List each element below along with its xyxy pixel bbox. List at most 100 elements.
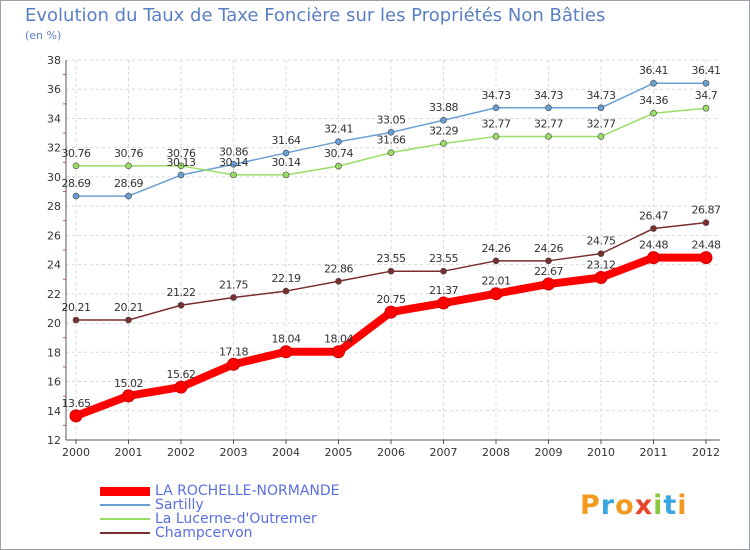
data-point [387, 149, 395, 156]
data-point [279, 345, 293, 359]
data-label: 34.73 [587, 89, 616, 102]
data-label: 21.22 [167, 286, 196, 299]
data-label: 24.48 [692, 239, 721, 252]
data-label: 32.77 [534, 117, 563, 130]
data-label: 32.41 [324, 123, 353, 136]
data-point [230, 161, 237, 168]
y-tick-label: 30 [47, 171, 61, 184]
legend-label: LA ROCHELLE-NORMANDE [155, 483, 340, 499]
data-label: 15.02 [114, 377, 143, 390]
data-point [647, 251, 660, 265]
data-point [72, 316, 80, 324]
data-point [702, 104, 710, 112]
data-point [72, 192, 80, 200]
y-tick-label: 24 [47, 259, 61, 272]
data-label: 33.88 [429, 101, 458, 114]
data-point [387, 129, 395, 136]
data-label: 34.73 [534, 89, 563, 102]
data-point [440, 267, 447, 275]
data-point [545, 104, 552, 112]
data-point [597, 104, 605, 112]
data-point [492, 257, 500, 265]
data-point [699, 251, 713, 265]
data-label: 24.75 [587, 235, 616, 248]
y-tick-label: 18 [47, 346, 61, 359]
legend-item-sartilly: Sartilly [100, 498, 340, 512]
legend-label: Sartilly [155, 497, 204, 513]
x-tick-label: 2000 [62, 446, 90, 459]
x-tick-label: 2004 [272, 446, 300, 459]
y-tick-label: 38 [47, 54, 61, 67]
logo-letter: o [615, 490, 635, 521]
data-label: 28.69 [114, 177, 143, 190]
data-label: 15.62 [167, 368, 196, 381]
x-tick-label: 2012 [692, 446, 720, 459]
data-label: 32.77 [482, 117, 511, 130]
data-label: 30.74 [324, 147, 353, 160]
data-point [492, 104, 500, 112]
data-point [440, 116, 447, 124]
y-tick-label: 22 [47, 288, 61, 301]
data-label: 24.26 [534, 242, 563, 255]
data-point [230, 294, 237, 301]
data-label: 28.69 [62, 177, 91, 190]
data-point [69, 409, 83, 423]
x-tick-label: 2003 [220, 446, 248, 459]
data-label: 31.64 [272, 134, 301, 147]
data-label: 32.29 [429, 124, 458, 137]
data-point [437, 296, 450, 310]
data-point [489, 287, 503, 301]
legend-item-la-lucerne-d-outremer: La Lucerne-d'Outremer [100, 512, 340, 526]
chart-title: Evolution du Taux de Taxe Foncière sur l… [25, 5, 606, 26]
logo-letter: x [634, 490, 654, 521]
x-tick-label: 2006 [377, 446, 405, 459]
data-label: 36.41 [639, 64, 668, 77]
data-label: 21.37 [429, 284, 458, 297]
data-label: 30.76 [114, 147, 143, 160]
logo-letter: i [653, 490, 664, 521]
data-point [702, 219, 710, 226]
data-label: 24.48 [639, 239, 668, 252]
legend-label: Champcervon [155, 525, 253, 541]
y-tick-label: 12 [47, 434, 61, 447]
data-point [230, 171, 237, 179]
data-point [650, 109, 657, 117]
x-tick-label: 2011 [640, 446, 668, 459]
data-label: 30.76 [62, 147, 91, 160]
data-point [597, 133, 605, 140]
data-point [125, 316, 132, 324]
data-label: 30.14 [272, 156, 301, 169]
legend-item-la-rochelle-normande: LA ROCHELLE-NORMANDE [100, 484, 340, 498]
data-point [177, 301, 185, 309]
data-label: 26.87 [692, 204, 721, 217]
data-label: 26.47 [639, 210, 668, 223]
data-label: 13.65 [62, 397, 91, 410]
x-tick-label: 2008 [482, 446, 510, 459]
legend-swatch [100, 518, 150, 520]
data-point [177, 162, 185, 170]
y-tick-label: 36 [47, 83, 61, 96]
data-label: 20.21 [62, 301, 91, 314]
data-label: 30.14 [219, 156, 248, 169]
data-label: 20.21 [114, 301, 143, 314]
data-label: 23.12 [587, 258, 616, 271]
data-label: 34.7 [695, 89, 718, 102]
logo-letter: P [580, 490, 601, 521]
y-tick-label: 20 [47, 317, 61, 330]
data-label: 22.67 [534, 265, 563, 278]
proxiti-logo: Proxiti [580, 490, 688, 521]
data-point [227, 357, 240, 371]
data-label: 36.41 [692, 64, 721, 77]
data-label: 24.26 [482, 242, 511, 255]
data-point [440, 140, 447, 147]
data-point [125, 192, 132, 200]
y-tick-label: 26 [47, 229, 61, 242]
data-point [650, 225, 657, 232]
logo-letter: r [600, 490, 616, 521]
legend-swatch [100, 486, 150, 496]
data-point [282, 287, 290, 295]
data-point [384, 305, 398, 319]
data-point [332, 345, 345, 359]
x-tick-label: 2009 [535, 446, 563, 459]
